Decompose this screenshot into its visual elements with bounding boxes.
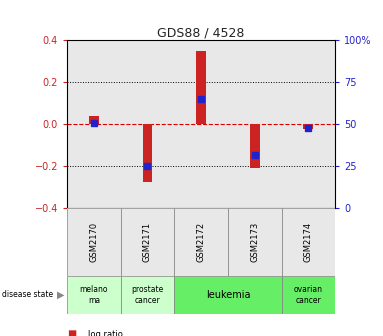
Bar (142, 124, 152, 182)
Text: melano
ma: melano ma (80, 285, 108, 304)
Text: prostate
cancer: prostate cancer (131, 285, 164, 304)
Bar (303, 124, 313, 128)
Bar (67, 276, 121, 314)
Text: GSM2171: GSM2171 (143, 222, 152, 262)
Text: ■: ■ (67, 329, 76, 336)
Text: leukemia: leukemia (206, 290, 250, 300)
Text: GSM2174: GSM2174 (304, 222, 313, 262)
Bar (67, 208, 121, 276)
Text: log ratio: log ratio (88, 330, 123, 336)
Text: GSM2173: GSM2173 (250, 222, 259, 262)
Bar (282, 276, 335, 314)
Bar (250, 124, 260, 168)
Bar (196, 51, 206, 124)
Bar (228, 208, 282, 276)
Text: disease state: disease state (2, 290, 53, 299)
Bar (121, 276, 174, 314)
Text: ▶: ▶ (57, 290, 64, 300)
Title: GDS88 / 4528: GDS88 / 4528 (157, 26, 245, 39)
Text: GSM2170: GSM2170 (89, 222, 98, 262)
Bar (174, 208, 228, 276)
Bar (282, 208, 335, 276)
Bar (121, 208, 174, 276)
Text: GSM2172: GSM2172 (196, 222, 206, 262)
Text: ovarian
cancer: ovarian cancer (294, 285, 323, 304)
Bar (174, 276, 282, 314)
Bar (89, 116, 99, 124)
